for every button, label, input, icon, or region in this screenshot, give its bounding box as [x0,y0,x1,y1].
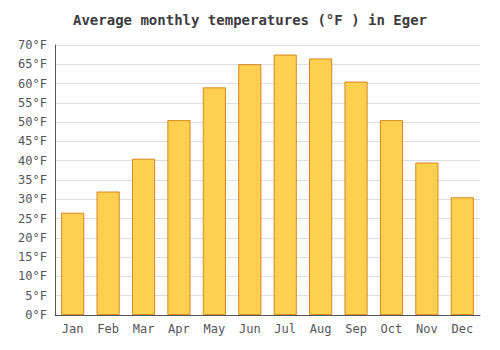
svg-text:15°F: 15°F [18,250,47,264]
svg-text:Average monthly temperatures (: Average monthly temperatures (°F ) in Eg… [73,12,427,28]
svg-text:Jun: Jun [239,322,261,336]
svg-text:Apr: Apr [168,322,190,336]
svg-text:Jul: Jul [274,322,296,336]
svg-text:5°F: 5°F [25,289,47,303]
svg-text:35°F: 35°F [18,173,47,187]
svg-text:Aug: Aug [310,322,332,336]
svg-text:Feb: Feb [97,322,119,336]
svg-text:Sep: Sep [345,322,367,336]
svg-text:0°F: 0°F [25,308,47,322]
svg-text:50°F: 50°F [18,115,47,129]
svg-text:45°F: 45°F [18,134,47,148]
svg-text:10°F: 10°F [18,269,47,283]
svg-text:65°F: 65°F [18,57,47,71]
svg-text:Nov: Nov [416,322,438,336]
svg-text:20°F: 20°F [18,231,47,245]
svg-text:55°F: 55°F [18,96,47,110]
svg-text:70°F: 70°F [18,38,47,52]
svg-text:Oct: Oct [381,322,403,336]
svg-text:Jan: Jan [62,322,84,336]
svg-text:May: May [204,322,226,336]
svg-text:60°F: 60°F [18,77,47,91]
svg-text:25°F: 25°F [18,212,47,226]
svg-text:40°F: 40°F [18,154,47,168]
svg-text:30°F: 30°F [18,192,47,206]
svg-text:Mar: Mar [133,322,155,336]
svg-text:Dec: Dec [451,322,473,336]
